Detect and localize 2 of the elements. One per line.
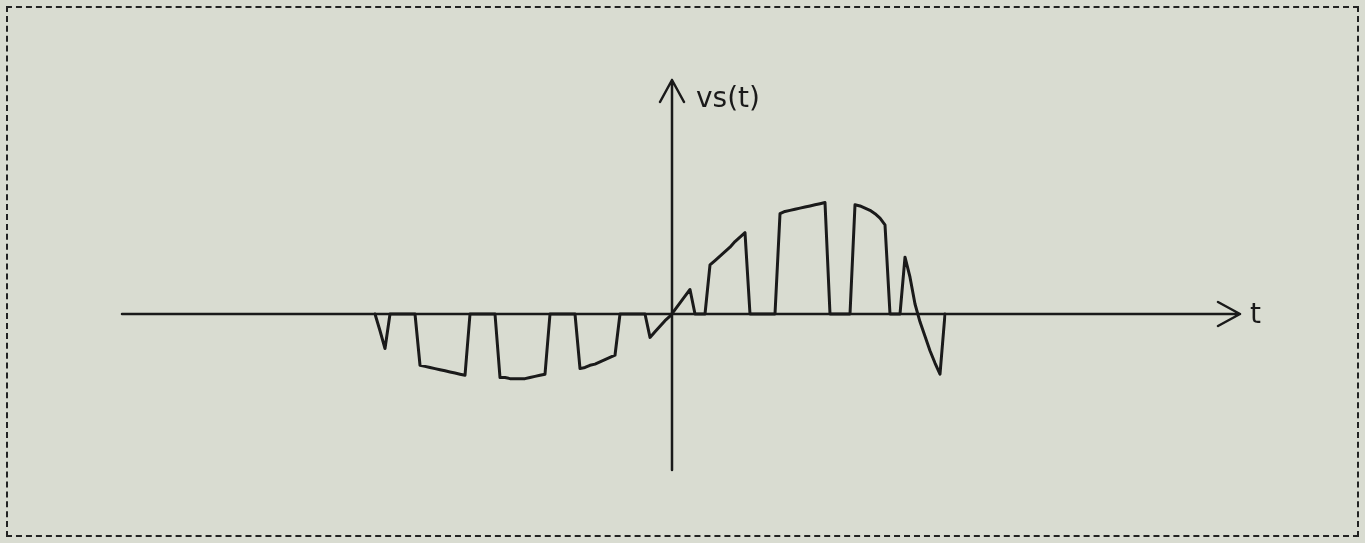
y-axis-title: vs(t) xyxy=(696,81,760,115)
text: t xyxy=(1250,297,1261,331)
